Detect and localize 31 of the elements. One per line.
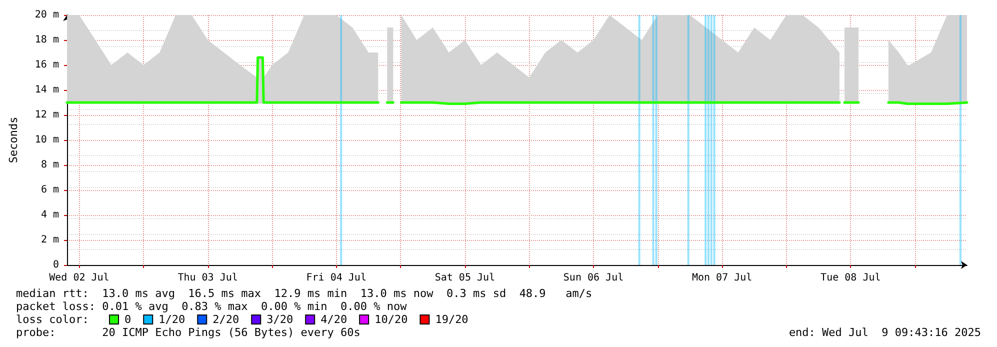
y-tick-label: 16 m — [34, 60, 59, 70]
text: probe: 20 ICMP Echo Pings (56 Bytes) every 60s — [16, 326, 360, 339]
y-tick-label: 2 m — [40, 234, 59, 246]
x-tick-label: Tue 08 Jul — [820, 272, 881, 284]
y-tick-label: 20 m — [34, 10, 59, 20]
legend-label: 10/20 — [374, 313, 408, 326]
x-tick-label: Mon 07 Jul — [692, 272, 752, 284]
y-tick-label: 14 m — [34, 84, 59, 96]
text: end: Wed Jul 9 09:43:16 2025 — [788, 326, 981, 339]
x-tick-label: Fri 04 Jul — [306, 272, 366, 284]
legend-title: loss color: — [16, 313, 89, 326]
y-tick-label: 10 m — [34, 134, 59, 146]
y-tick-label: 18 m — [34, 34, 59, 46]
x-tick-label: Sun 06 Jul — [563, 272, 624, 284]
legend-label: 4/20 — [320, 313, 348, 326]
y-tick-label: 0 — [52, 260, 59, 270]
y-tick-label: 12 m — [34, 110, 59, 120]
x-tick-label: Wed 02 Jul — [49, 272, 110, 284]
legend-label: 3/20 — [266, 313, 294, 326]
y-tick-label: 8 m — [40, 160, 59, 170]
y-tick-label: 4 m — [40, 210, 59, 220]
y-tick-label: 6 m — [40, 184, 59, 196]
y-axis-title: Seconds — [7, 116, 20, 164]
legend-label: 0 — [124, 313, 132, 326]
text: median rtt: 13.0 ms avg 16.5 ms max 12.9 ms min 13.0 ms now 0.3 ms sd 48.9 am/s — [16, 287, 592, 300]
legend-label: 1/20 — [158, 313, 186, 326]
x-tick-label: Sat 05 Jul — [434, 272, 496, 284]
text: packet loss: 0.01 % avg 0.83 % max 0.00 % min 0.00 % now — [16, 300, 407, 313]
x-tick-label: Thu 03 Jul — [178, 272, 238, 284]
legend-label: 2/20 — [212, 313, 240, 326]
legend-label: 19/20 — [435, 313, 468, 326]
